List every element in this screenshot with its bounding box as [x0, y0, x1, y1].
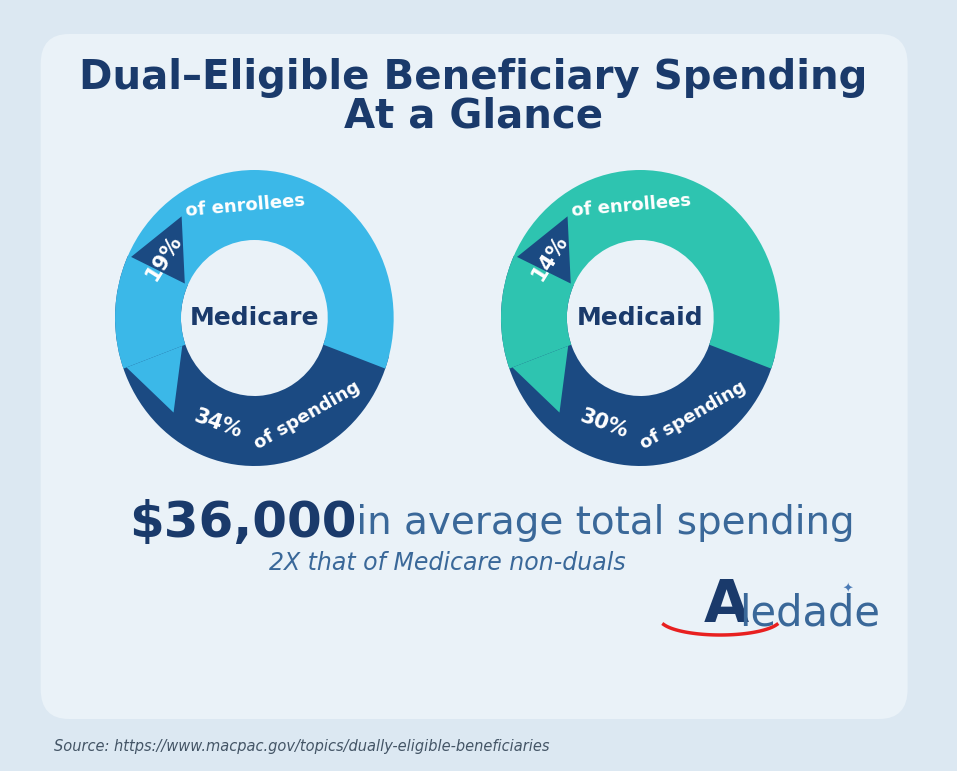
- Text: in average total spending: in average total spending: [344, 504, 855, 542]
- Wedge shape: [501, 255, 775, 466]
- Text: of spending: of spending: [252, 379, 364, 453]
- Text: 34%: 34%: [191, 406, 245, 442]
- Text: A: A: [703, 577, 748, 635]
- Text: At a Glance: At a Glance: [345, 96, 603, 136]
- Text: Medicaid: Medicaid: [577, 306, 703, 330]
- Text: 19%: 19%: [143, 231, 186, 284]
- Text: Medicare: Medicare: [189, 306, 319, 330]
- Wedge shape: [115, 170, 393, 369]
- Text: Dual–Eligible Beneficiary Spending: Dual–Eligible Beneficiary Spending: [79, 58, 868, 98]
- Text: Source: https://www.macpac.gov/topics/dually-eligible-beneficiaries: Source: https://www.macpac.gov/topics/du…: [54, 739, 549, 753]
- Text: of spending: of spending: [637, 379, 749, 453]
- Text: 14%: 14%: [528, 231, 571, 284]
- Polygon shape: [131, 217, 185, 284]
- Text: of enrollees: of enrollees: [570, 191, 692, 220]
- Text: 30%: 30%: [577, 406, 631, 442]
- Text: 2X that of Medicare non-duals: 2X that of Medicare non-duals: [269, 551, 626, 575]
- Text: ledade: ledade: [739, 592, 880, 634]
- Polygon shape: [512, 346, 568, 412]
- Wedge shape: [115, 255, 389, 466]
- Text: of enrollees: of enrollees: [185, 191, 305, 220]
- Text: ✦: ✦: [842, 583, 853, 595]
- Text: $36,000: $36,000: [129, 499, 357, 547]
- Wedge shape: [501, 170, 780, 369]
- FancyBboxPatch shape: [41, 34, 907, 719]
- Circle shape: [570, 244, 710, 392]
- Polygon shape: [517, 217, 570, 284]
- Circle shape: [185, 244, 324, 392]
- Polygon shape: [126, 346, 182, 412]
